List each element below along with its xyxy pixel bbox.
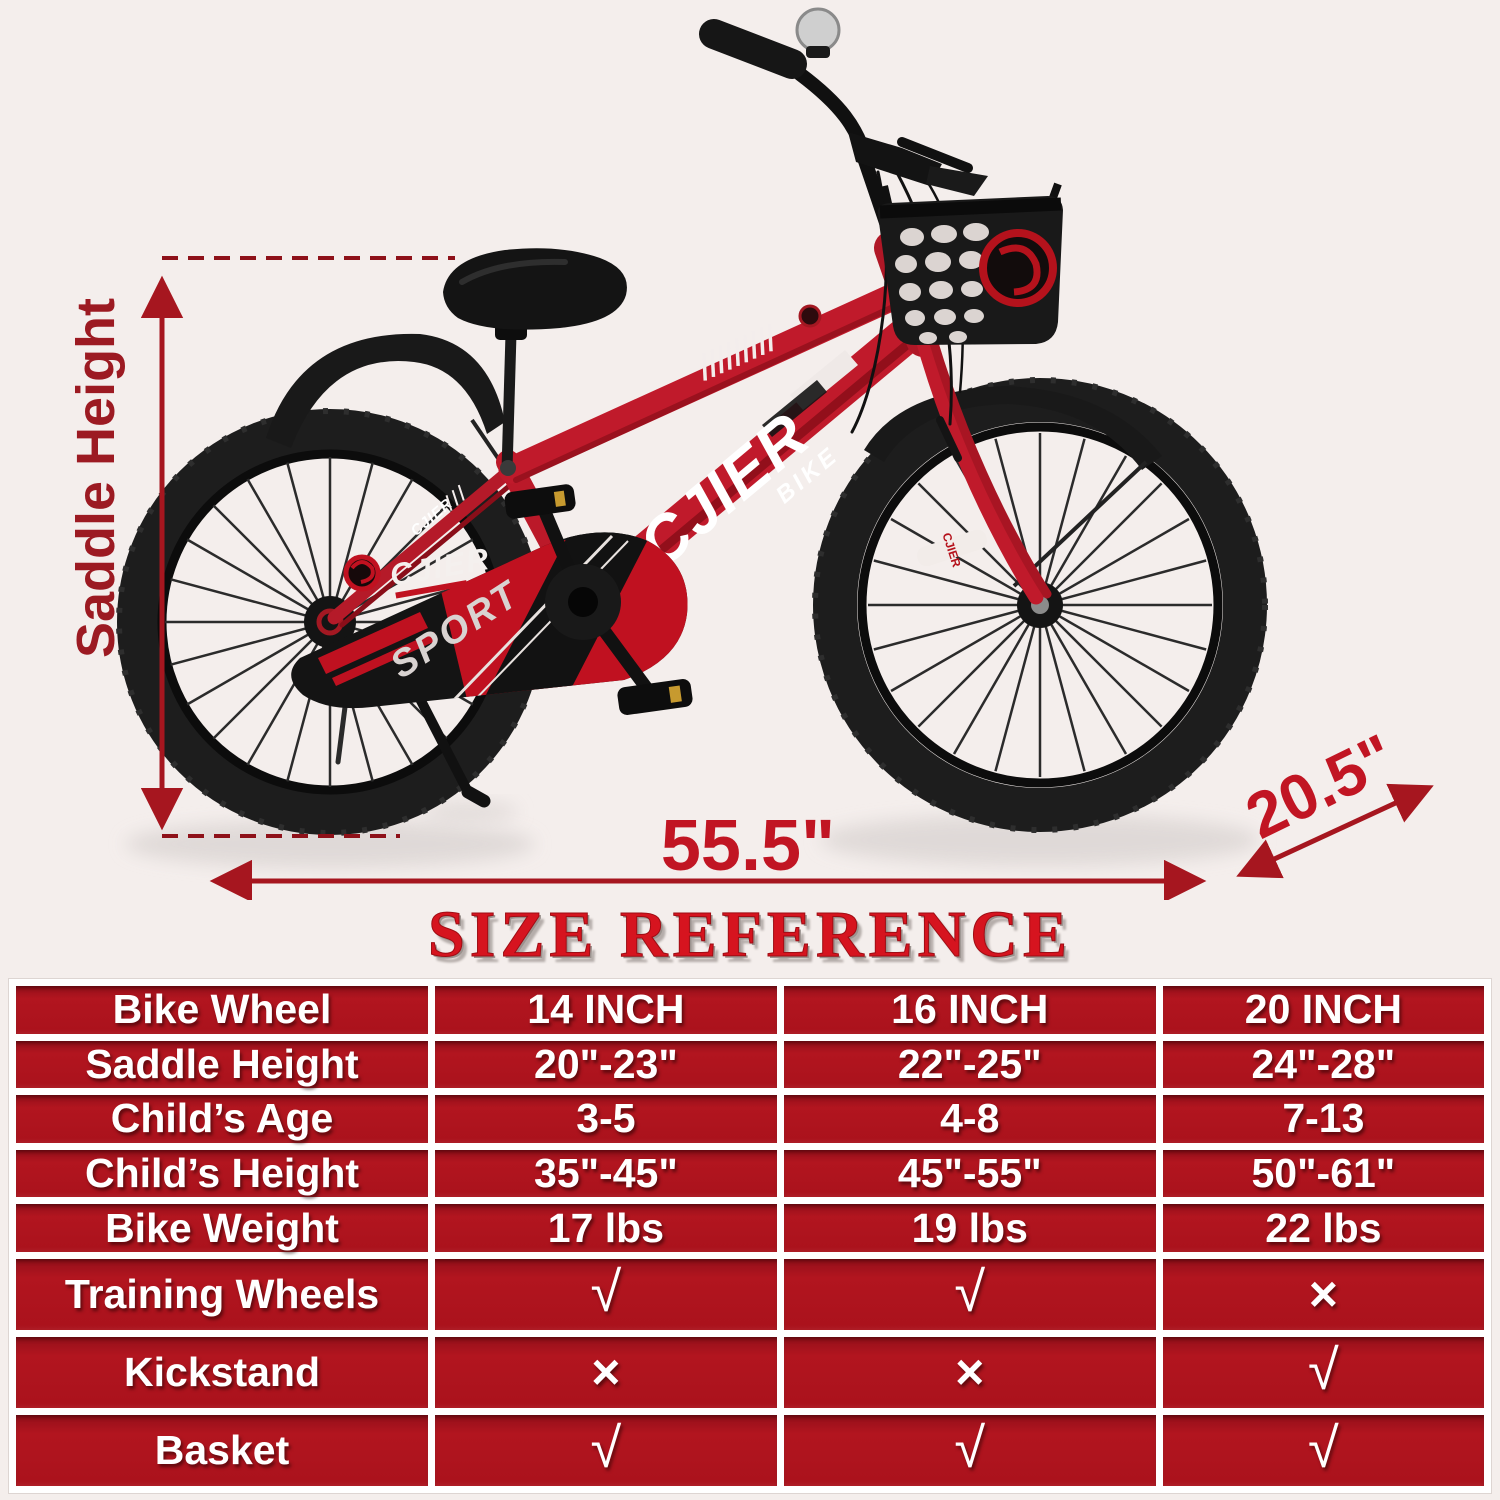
table-cell: 20"-23" bbox=[435, 1040, 777, 1089]
table-cell: 17 lbs bbox=[435, 1204, 777, 1252]
table-cell: √ bbox=[435, 1414, 777, 1486]
table-row-header: Saddle Height bbox=[16, 1040, 429, 1089]
saddle bbox=[443, 248, 627, 476]
table-row-header: Kickstand bbox=[16, 1336, 429, 1408]
table-cell: 3-5 bbox=[435, 1095, 777, 1143]
table-cell: 24"-28" bbox=[1162, 1040, 1484, 1089]
table-cell: 22"-25" bbox=[783, 1040, 1156, 1089]
table-cell: 4-8 bbox=[783, 1095, 1156, 1143]
saddle-height-label: Saddle Height bbox=[66, 298, 126, 658]
table-cell: 7-13 bbox=[1162, 1095, 1484, 1143]
table-cell: 45"-55" bbox=[783, 1149, 1156, 1198]
bell-icon bbox=[795, 7, 841, 53]
table-row-header: Child’s Height bbox=[16, 1149, 429, 1198]
table-column-header: 20 INCH bbox=[1162, 986, 1484, 1034]
bike-diagram: CJIER BIKE CJIER CJIER bbox=[66, 7, 1434, 903]
table-cell: √ bbox=[1162, 1336, 1484, 1408]
section-title: SIZE REFERENCE bbox=[428, 898, 1072, 972]
table-cell: 50"-61" bbox=[1162, 1149, 1484, 1198]
rear-fender bbox=[266, 333, 505, 448]
table-corner-header: Bike Wheel bbox=[16, 986, 429, 1034]
depth-arrow bbox=[1236, 783, 1434, 879]
table-cell: √ bbox=[435, 1258, 777, 1330]
table-cell: √ bbox=[783, 1258, 1156, 1330]
table-cell: 22 lbs bbox=[1162, 1204, 1484, 1252]
table-row-header: Basket bbox=[16, 1414, 429, 1486]
depth-value-label: 20.5" bbox=[1235, 720, 1406, 853]
table-column-header: 14 INCH bbox=[435, 986, 777, 1034]
table-cell: × bbox=[783, 1336, 1156, 1408]
size-table: Bike Wheel 14 INCH 16 INCH 20 INCH Saddle He… bbox=[8, 978, 1492, 1494]
table-row-header: Child’s Age bbox=[16, 1095, 429, 1143]
handlebar bbox=[699, 7, 988, 462]
table-cell: 35"-45" bbox=[435, 1149, 777, 1198]
table-cell: √ bbox=[1162, 1414, 1484, 1486]
table-row-header: Training Wheels bbox=[16, 1258, 429, 1330]
front-basket bbox=[877, 182, 1063, 345]
table-cell: × bbox=[1162, 1258, 1484, 1330]
length-value-label: 55.5" bbox=[661, 806, 835, 886]
table-cell: √ bbox=[783, 1414, 1156, 1486]
crank-and-pedals bbox=[504, 484, 693, 715]
table-cell: 19 lbs bbox=[783, 1204, 1156, 1252]
ground-shadow bbox=[125, 802, 1260, 868]
table-cell: × bbox=[435, 1336, 777, 1408]
table-column-header: 16 INCH bbox=[783, 986, 1156, 1034]
table-row-header: Bike Weight bbox=[16, 1204, 429, 1252]
